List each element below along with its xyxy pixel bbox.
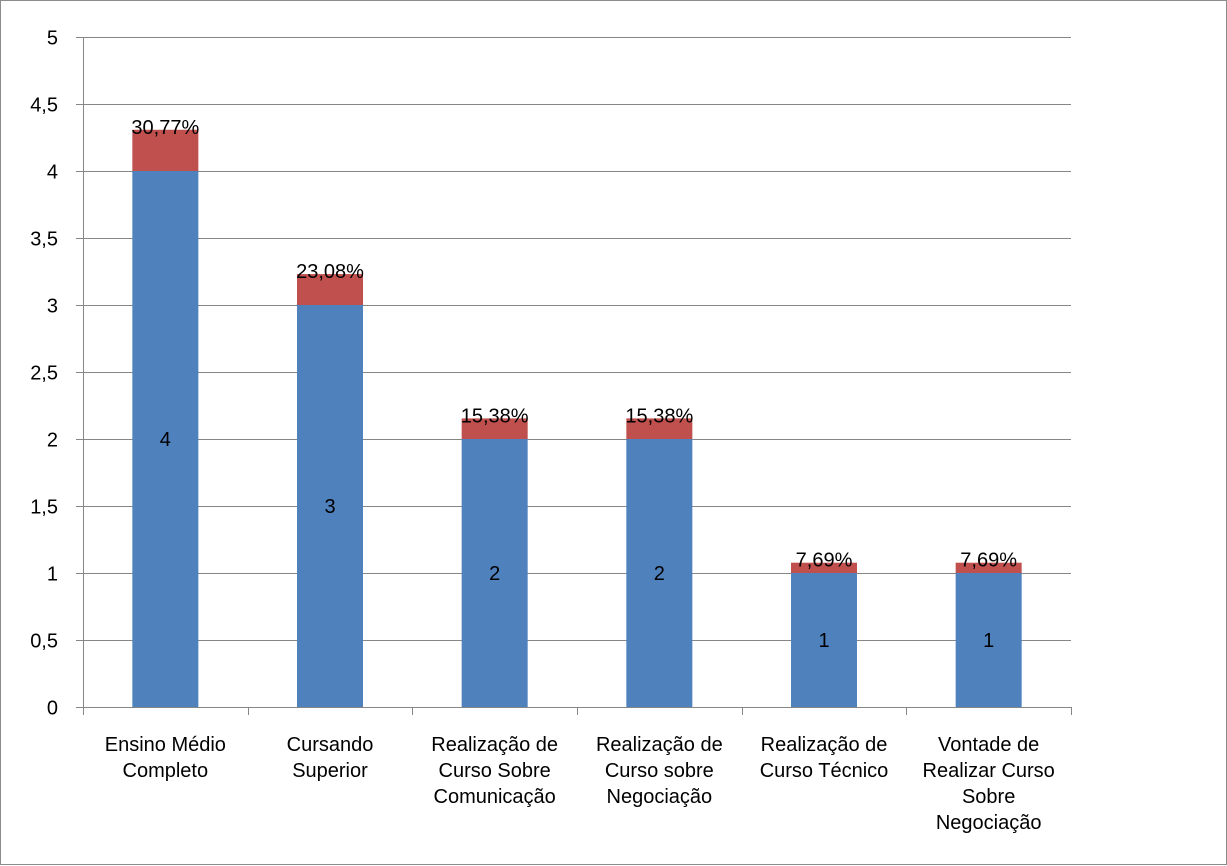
bar-segment-percent	[461, 418, 528, 439]
y-tick-label: 5	[47, 28, 58, 50]
data-label-percent: 23,08%	[296, 261, 364, 283]
bar-segment-count	[791, 573, 857, 707]
x-tick-label: Cursando Superior	[287, 734, 374, 782]
x-tick-label-line: Negociação	[607, 786, 713, 808]
bar-segment-count	[132, 171, 199, 707]
bar-segment-count	[461, 439, 528, 707]
data-label-percent: 15,38%	[461, 405, 529, 427]
data-label-count: 1	[983, 630, 994, 652]
gridlines	[83, 37, 1071, 641]
x-tick-label-line: Realização de	[761, 734, 888, 756]
data-label-count: 4	[160, 429, 171, 451]
x-tick-label-line: Realização de	[596, 734, 723, 756]
y-tick-label: 0,5	[30, 631, 58, 653]
x-tick-label-line: Realização de	[431, 734, 558, 756]
x-tick-label-line: Superior	[292, 760, 368, 782]
bar-segment-percent	[626, 418, 693, 439]
bar-segment-percent	[791, 562, 857, 573]
data-label-percent: 30,77%	[131, 117, 199, 139]
x-tick-label-line: Vontade de	[938, 734, 1039, 756]
y-tick-label: 4,5	[30, 95, 58, 117]
y-tick-label: 2,5	[30, 363, 58, 385]
x-tick-label: Vontade de Realizar Curso Sobre Negociação	[923, 734, 1055, 834]
x-tick-label: Ensino Médio Completo	[105, 734, 226, 782]
bar-segment-percent	[297, 274, 363, 305]
y-tick-label: 3,5	[30, 229, 58, 251]
bar-segment-count	[297, 305, 363, 707]
y-tick-label: 3	[47, 296, 58, 318]
bar-segment-count	[955, 573, 1022, 707]
bar-segment-percent	[955, 562, 1022, 573]
bar-segment-percent	[132, 129, 199, 171]
data-labels: 4 30,77% 3 23,08% 2 15,38% 2 15,38% 1 7,69% 1 7,69%	[131, 117, 1017, 652]
x-tick-label-line: Curso Técnico	[760, 760, 889, 782]
x-tick-label: Realização de Curso sobre Negociação	[596, 734, 723, 808]
y-tick-label: 0	[47, 698, 58, 720]
x-tick-label: Realização de Curso Sobre Comunicação	[431, 734, 558, 808]
data-label-count: 3	[324, 496, 335, 518]
data-label-percent: 15,38%	[625, 405, 693, 427]
x-tick-label-line: Curso sobre	[605, 760, 714, 782]
x-tick-label-line: Curso Sobre	[439, 760, 551, 782]
data-label-count: 1	[818, 630, 829, 652]
y-tick-label: 1	[47, 564, 58, 586]
data-label-count: 2	[654, 563, 665, 585]
x-tick-label-line: Ensino Médio	[105, 734, 226, 756]
y-tick-label: 4	[47, 162, 58, 184]
axes: 0 0,5 1 1,5 2 2,5 3 3,5 4 4,5 5 Ensino Médio Complet…	[30, 28, 1072, 834]
x-tick-label: Realização de Curso Técnico	[760, 734, 889, 782]
x-tick-label-line: Realizar Curso	[923, 760, 1055, 782]
data-label-percent: 7,69%	[960, 550, 1017, 572]
x-tick-label-line: Completo	[123, 760, 209, 782]
y-tick-label: 1,5	[30, 497, 58, 519]
bar-segment-count	[626, 439, 693, 707]
x-tick-label-line: Negociação	[936, 812, 1042, 834]
data-label-percent: 7,69%	[796, 550, 853, 572]
x-tick-label-line: Cursando	[287, 734, 374, 756]
bars	[132, 129, 1022, 707]
y-tick-label: 2	[47, 430, 58, 452]
x-tick-label-line: Comunicação	[434, 786, 556, 808]
x-tick-label-line: Sobre	[962, 786, 1015, 808]
data-label-count: 2	[489, 563, 500, 585]
